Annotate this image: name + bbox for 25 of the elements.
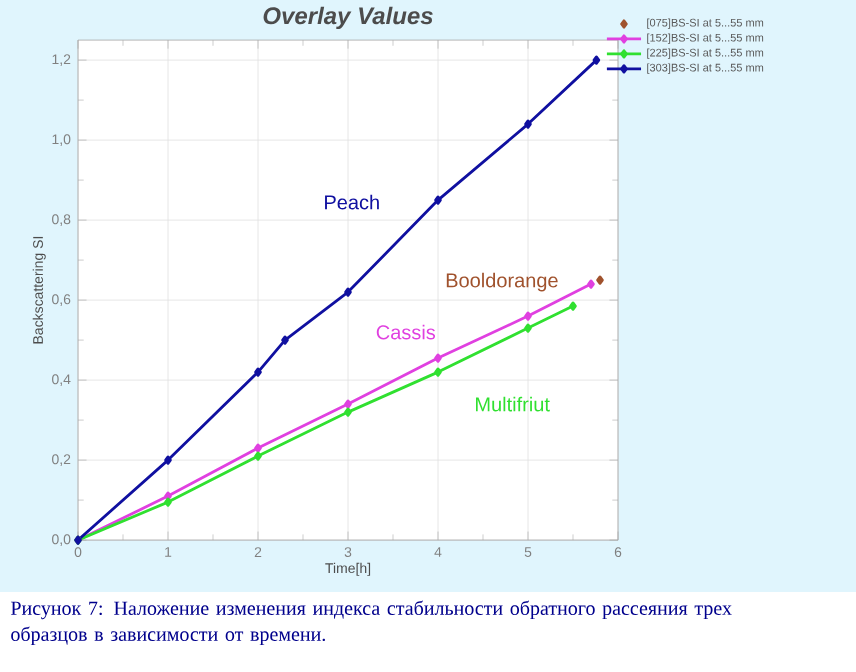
chart-title: Overlay Values (263, 6, 433, 30)
text: Рисунок 7: Наложение изменения индекса стабильности обратного рассеяния трех образцов в зависимости от времени. (10, 600, 732, 646)
point (434, 353, 442, 363)
annotation: Booldorange (446, 272, 558, 292)
point (344, 287, 352, 297)
annotation: Cassis (376, 324, 436, 340)
point (281, 335, 289, 345)
point (524, 311, 532, 321)
point (569, 301, 577, 311)
annotation: Peach (325, 194, 379, 210)
point (434, 195, 442, 205)
point (592, 55, 601, 65)
point (344, 407, 352, 417)
point (524, 323, 532, 333)
point (524, 119, 532, 129)
point (254, 367, 262, 377)
point (596, 275, 604, 285)
point (164, 497, 172, 507)
point (587, 279, 595, 289)
point (344, 399, 352, 409)
point (254, 443, 262, 453)
point (434, 367, 442, 377)
point (164, 455, 172, 465)
point (254, 451, 262, 461)
annotation: Multifriut (476, 396, 550, 412)
